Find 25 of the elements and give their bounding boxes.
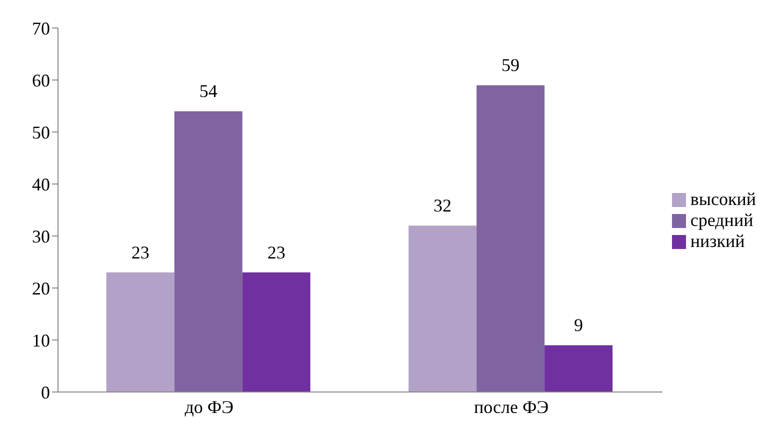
y-tick-label: 50 [32,122,50,142]
y-tick-label: 30 [32,226,50,246]
y-tick-label: 0 [41,382,50,402]
data-label: 9 [574,315,584,336]
bar [174,111,242,392]
y-tick-label: 10 [32,330,50,350]
y-tick-label: 40 [32,174,50,194]
legend-label: средний [690,210,754,230]
data-label: 59 [502,55,520,76]
y-tick-label: 70 [32,18,50,38]
bar [476,85,545,392]
bar [544,345,613,392]
x-tick-label: после ФЭ [474,396,549,417]
data-label: 23 [267,242,286,262]
legend-label: низкий [690,230,745,250]
data-label: 32 [434,196,452,216]
legend-label: высокий [690,188,756,208]
bar [408,226,477,392]
y-tick-label: 20 [32,278,50,298]
data-label: 23 [131,242,150,262]
data-label: 54 [199,81,218,102]
y-tick-label: 60 [32,70,50,90]
bar [242,272,310,392]
bar [106,272,174,392]
x-tick-label: до ФЭ [184,396,234,417]
